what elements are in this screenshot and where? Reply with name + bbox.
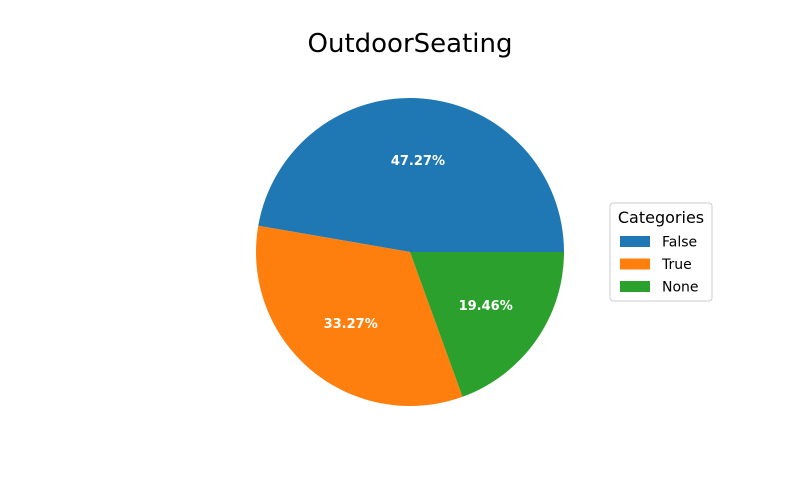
legend-label-none: None (662, 280, 699, 296)
pie-percent-label-false: 47.27% (391, 154, 445, 169)
legend-swatch-true (620, 258, 650, 270)
legend-swatch-false (620, 236, 650, 247)
legend: Categories False True None (609, 202, 713, 302)
pie-percent-label-true: 33.27% (324, 317, 378, 332)
pie-slice-false (258, 97, 564, 252)
pie-percent-labels: 47.27% 33.27% 19.46% (324, 154, 513, 332)
legend-swatch-none (620, 281, 650, 292)
legend-label-false: False (662, 235, 697, 251)
pie-slice-none (410, 252, 564, 397)
pie-slice-true (256, 225, 463, 406)
pie-slices (256, 97, 564, 406)
legend-items: False True None (620, 235, 699, 296)
pie-percent-label-none: 19.46% (459, 299, 513, 314)
legend-frame (609, 202, 713, 302)
chart-title: OutdoorSeating (308, 29, 513, 59)
legend-label-true: True (661, 257, 692, 273)
legend-title: Categories (618, 208, 704, 227)
